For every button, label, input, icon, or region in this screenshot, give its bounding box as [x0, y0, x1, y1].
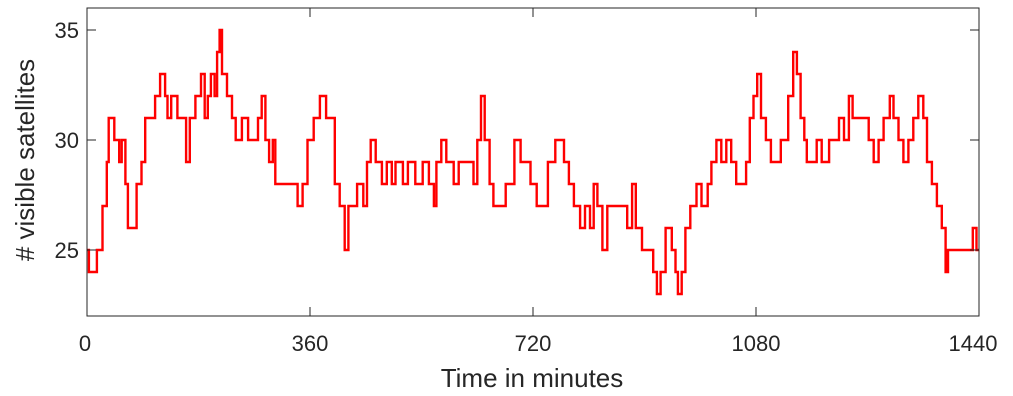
y-tick-label: 30 — [55, 128, 79, 153]
x-tick-label: 1080 — [732, 331, 781, 356]
y-tick-label: 35 — [55, 18, 79, 43]
y-axis-label: # visible satellites — [10, 59, 40, 261]
x-tick-label: 360 — [292, 331, 329, 356]
y-tick-label: 25 — [55, 238, 79, 263]
plot-area — [86, 7, 980, 317]
x-tick-label: 0 — [79, 331, 91, 356]
y-axis: 25 30 35 — [55, 18, 979, 263]
x-tick-label: 1440 — [949, 331, 998, 356]
x-tick-label: 720 — [515, 331, 552, 356]
x-axis: 0 360 720 1080 1440 — [79, 8, 998, 356]
x-axis-label: Time in minutes — [441, 363, 624, 393]
series-line-0 — [87, 28, 979, 296]
